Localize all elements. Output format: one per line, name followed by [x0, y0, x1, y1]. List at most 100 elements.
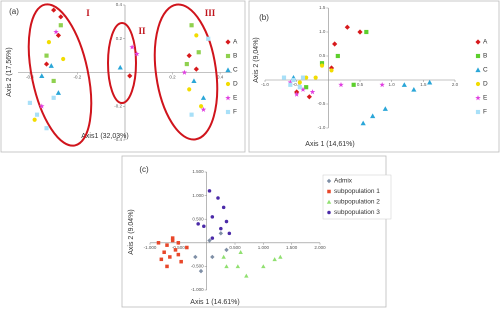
point — [117, 64, 123, 70]
point — [181, 69, 188, 75]
point — [364, 29, 369, 35]
point — [297, 80, 302, 85]
cluster-ellipse — [153, 3, 219, 141]
point — [34, 112, 40, 117]
point — [272, 257, 277, 262]
point — [198, 268, 204, 274]
point — [300, 75, 306, 80]
point — [176, 241, 181, 245]
point — [235, 264, 241, 269]
point — [344, 24, 350, 30]
point — [134, 51, 140, 57]
x-tick-label: -0.500 — [172, 245, 185, 250]
point — [156, 241, 161, 245]
y-axis-label: Axis 2 (9.04%) — [128, 209, 135, 255]
legend-swatch — [225, 109, 231, 115]
legend-swatch — [475, 39, 481, 45]
legend-label: E — [483, 95, 488, 102]
panel-border — [121, 155, 387, 308]
point — [360, 120, 366, 126]
point — [39, 73, 45, 78]
legend-swatch — [225, 81, 231, 87]
point — [58, 14, 64, 20]
y-tick-label: -0.5 — [318, 101, 326, 106]
cluster-label: I — [86, 8, 90, 18]
legend-swatch — [475, 95, 481, 101]
legend-swatch — [327, 189, 331, 194]
point — [61, 56, 66, 62]
point — [287, 79, 294, 85]
point — [206, 36, 211, 41]
point — [224, 219, 229, 224]
y-tick-label: -1.000 — [191, 287, 204, 292]
y-tick-label: 0.4 — [116, 2, 123, 7]
y-tick-label: 1.0 — [319, 29, 326, 34]
legend-swatch — [327, 210, 331, 215]
legend-label: F — [233, 109, 237, 116]
legend-swatch — [326, 178, 332, 184]
legend-swatch — [475, 81, 481, 87]
y-tick-label: 1.500 — [192, 169, 204, 174]
x-tick-label: 1.0 — [389, 82, 396, 87]
y-axis-label: Axis 2 (17,56%) — [6, 47, 13, 96]
legend-label: B — [233, 53, 237, 60]
point — [43, 61, 50, 67]
point — [189, 23, 194, 28]
point — [170, 236, 175, 240]
x-tick-label: -1.0 — [261, 82, 269, 87]
legend-box — [322, 174, 392, 220]
point — [51, 7, 57, 13]
legend-swatch — [475, 67, 481, 73]
x-axis-label: Axis 1 (14.61%) — [190, 299, 239, 306]
legend-label: D — [233, 81, 238, 88]
point — [319, 63, 325, 68]
y-tick-label: 0.500 — [192, 216, 204, 221]
x-tick-label: 1.500 — [286, 245, 298, 250]
point — [202, 224, 206, 229]
legend-label: B — [483, 53, 487, 60]
point — [288, 82, 293, 87]
x-tick-label: -0.5 — [293, 82, 301, 87]
point — [351, 82, 356, 87]
point — [313, 75, 318, 80]
point — [319, 61, 325, 66]
point — [338, 81, 344, 88]
point — [44, 53, 49, 58]
cluster-ellipse — [107, 22, 137, 104]
x-axis-label: Axis1 (32,03%) — [81, 133, 128, 140]
point — [304, 75, 309, 80]
point — [379, 81, 385, 88]
y-axis-label: Axis 2 (9,04%) — [253, 37, 260, 83]
legend-swatch — [225, 95, 231, 101]
point — [207, 238, 212, 243]
point — [329, 68, 334, 73]
point — [196, 222, 200, 226]
point — [221, 254, 226, 259]
point — [58, 23, 63, 28]
point — [194, 33, 199, 38]
point — [281, 75, 287, 80]
point — [193, 66, 199, 72]
legend-label: subpopulation 2 — [334, 199, 380, 206]
point — [370, 113, 376, 119]
point — [218, 231, 224, 236]
y-tick-label: 1.000 — [192, 193, 204, 198]
point — [168, 255, 172, 259]
legend-label: F — [483, 109, 487, 116]
y-tick-label: 0.5 — [319, 53, 326, 58]
point — [191, 78, 197, 84]
point — [196, 50, 201, 55]
point — [129, 44, 135, 50]
legend-swatch — [475, 109, 481, 115]
legend-label: D — [483, 81, 488, 88]
point — [244, 273, 249, 278]
point — [199, 104, 204, 109]
point — [304, 85, 309, 90]
legend-label: C — [483, 67, 488, 74]
cluster-label: II — [138, 26, 146, 36]
panel-title: (b) — [259, 13, 269, 22]
point — [216, 196, 220, 200]
legend-label: subpopulation 3 — [334, 209, 380, 216]
point — [300, 86, 306, 92]
point — [224, 247, 229, 253]
